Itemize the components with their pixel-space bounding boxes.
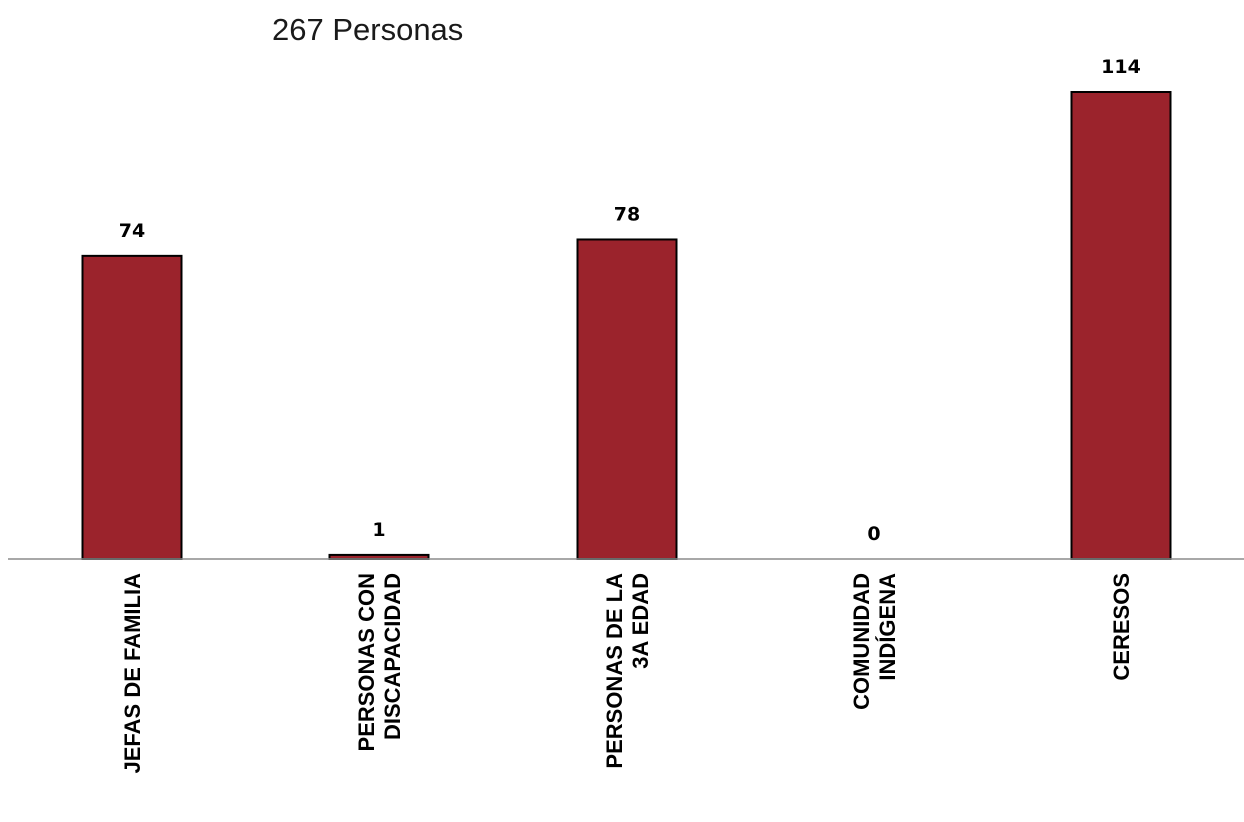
category-label-1-line-0: PERSONAS CON xyxy=(354,573,379,751)
category-label-4-line-0: CERESOS xyxy=(1109,573,1134,681)
category-label-2-line-1: 3A EDAD xyxy=(628,573,653,669)
category-labels-layer: JEFAS DE FAMILIA PERSONAS CON DISCAPACIDAD… xyxy=(120,573,1134,774)
bars-layer xyxy=(81,91,1172,560)
value-label-4: 114 xyxy=(1101,56,1141,78)
value-label-0: 74 xyxy=(119,220,145,242)
bar-0 xyxy=(81,254,183,560)
value-label-1: 1 xyxy=(372,519,385,541)
category-label-3-line-0: COMUNIDAD xyxy=(849,573,874,710)
value-label-2: 78 xyxy=(614,203,640,225)
chart-title: 267 Personas xyxy=(272,12,463,47)
bar-2 xyxy=(576,238,678,560)
value-label-3: 0 xyxy=(867,523,880,545)
value-labels-layer: 74 1 78 0 114 xyxy=(119,56,1141,545)
category-label-0-line-0: JEFAS DE FAMILIA xyxy=(120,573,145,774)
category-label-3-line-1: INDÍGENA xyxy=(875,573,900,681)
bar-4 xyxy=(1070,91,1172,560)
category-label-2-line-0: PERSONAS DE LA xyxy=(602,573,627,769)
category-label-1-line-1: DISCAPACIDAD xyxy=(380,573,405,740)
